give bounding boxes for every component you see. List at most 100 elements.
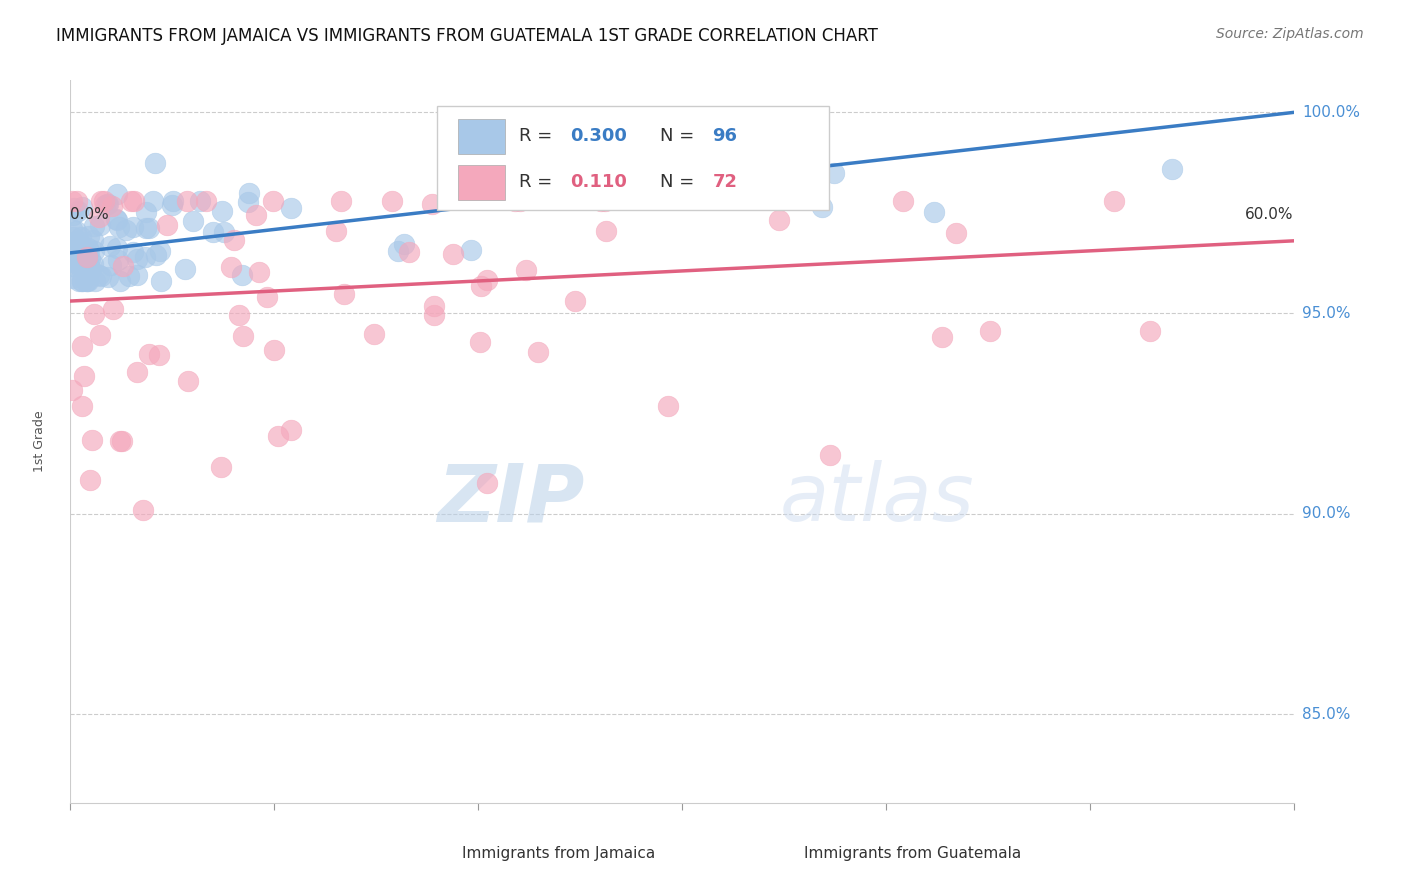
Point: [75, 244, 97, 259]
Point: [111, 434, 134, 448]
Point: [420, 197, 443, 211]
Text: 0.300: 0.300: [571, 128, 627, 145]
Point: [77, 258, 100, 272]
Point: [392, 237, 415, 252]
Point: [76, 250, 98, 264]
Point: [69, 254, 91, 268]
Point: [63, 255, 86, 269]
Point: [107, 252, 129, 267]
Point: [931, 330, 953, 344]
Point: [132, 502, 155, 516]
Point: [127, 268, 149, 282]
Point: [69, 258, 91, 272]
Text: 90.0%: 90.0%: [1302, 507, 1350, 521]
Point: [143, 156, 166, 170]
Point: [80, 434, 103, 448]
Text: R =: R =: [519, 128, 558, 145]
Point: [63, 240, 86, 254]
Point: [101, 302, 124, 317]
Point: [325, 224, 347, 238]
Point: [280, 201, 302, 215]
Point: [69, 250, 91, 264]
FancyBboxPatch shape: [458, 165, 505, 200]
Point: [176, 194, 198, 208]
Point: [125, 365, 148, 379]
Point: [441, 246, 464, 260]
Point: [108, 434, 131, 448]
Point: [79, 228, 101, 243]
Point: [381, 194, 404, 208]
Point: [93, 194, 115, 208]
Point: [460, 243, 482, 257]
Text: ZIP: ZIP: [437, 460, 583, 539]
Point: [72, 368, 94, 383]
Point: [591, 194, 613, 208]
Point: [97, 270, 120, 285]
Point: [105, 211, 128, 226]
Point: [262, 194, 284, 208]
Text: 0.0%: 0.0%: [70, 208, 110, 222]
Point: [67, 234, 90, 248]
Text: 96: 96: [713, 128, 738, 145]
Point: [100, 258, 122, 272]
Point: [89, 218, 111, 232]
Point: [62, 260, 84, 274]
Point: [90, 194, 112, 208]
Point: [232, 329, 254, 343]
Point: [724, 167, 747, 181]
Point: [77, 265, 100, 279]
Point: [212, 225, 235, 239]
Point: [125, 252, 148, 266]
Point: [65, 194, 87, 208]
Point: [468, 334, 491, 349]
Point: [329, 194, 352, 208]
Point: [891, 194, 914, 208]
Point: [398, 245, 420, 260]
Point: [69, 230, 91, 244]
Point: [72, 200, 94, 214]
Point: [60, 194, 83, 208]
Point: [60, 252, 83, 267]
Point: [475, 273, 498, 287]
Point: [979, 324, 1001, 338]
Point: [818, 448, 841, 462]
Point: [583, 169, 606, 184]
Point: [263, 343, 285, 357]
Point: [1160, 162, 1182, 177]
FancyBboxPatch shape: [437, 105, 828, 211]
Point: [138, 221, 160, 235]
Point: [118, 269, 141, 284]
Point: [84, 274, 107, 288]
Point: [149, 244, 172, 258]
Text: 1st Grade: 1st Grade: [34, 410, 46, 473]
Point: [470, 278, 492, 293]
Point: [90, 268, 112, 283]
Point: [211, 203, 233, 218]
Point: [221, 260, 243, 275]
Point: [70, 399, 93, 413]
Point: [135, 220, 157, 235]
Point: [138, 347, 160, 361]
Point: [75, 274, 97, 288]
Point: [83, 244, 105, 258]
Text: 60.0%: 60.0%: [1246, 208, 1294, 222]
Point: [515, 262, 537, 277]
Point: [181, 214, 204, 228]
Text: 100.0%: 100.0%: [1302, 105, 1360, 120]
Text: Immigrants from Jamaica: Immigrants from Jamaica: [461, 846, 655, 861]
Point: [65, 224, 87, 238]
FancyBboxPatch shape: [458, 120, 505, 153]
Point: [120, 194, 142, 208]
Point: [657, 399, 679, 413]
Point: [107, 220, 129, 235]
Point: [77, 241, 100, 255]
Point: [70, 274, 93, 288]
Point: [1139, 324, 1161, 338]
Point: [134, 250, 156, 264]
Point: [228, 309, 250, 323]
Point: [280, 423, 302, 437]
Text: Source: ZipAtlas.com: Source: ZipAtlas.com: [1216, 27, 1364, 41]
Point: [267, 429, 290, 443]
Point: [333, 286, 356, 301]
Point: [67, 274, 90, 288]
